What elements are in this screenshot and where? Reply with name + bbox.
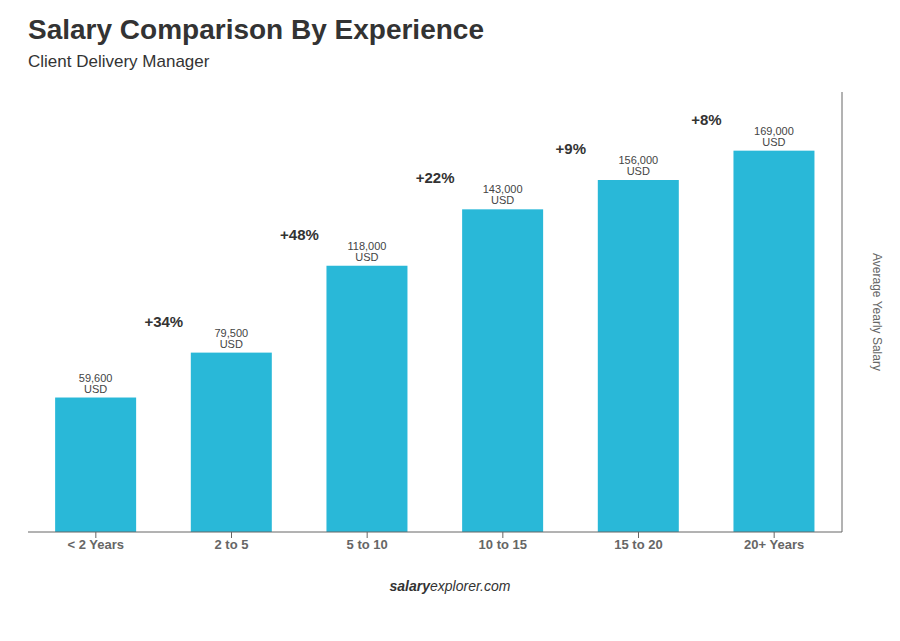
svg-text:156,000USD: 156,000USD bbox=[618, 154, 658, 177]
svg-text:10 to 15: 10 to 15 bbox=[479, 537, 527, 552]
svg-text:143,000USD: 143,000USD bbox=[483, 183, 523, 206]
svg-text:59,600USD: 59,600USD bbox=[79, 372, 113, 395]
html-text:Client Delivery Manager: Client Delivery Manager bbox=[28, 52, 210, 71]
svg-text:118,000USD: 118,000USD bbox=[347, 240, 386, 263]
svg-text:+22%: +22% bbox=[416, 169, 455, 186]
svg-text:15 to 20: 15 to 20 bbox=[614, 537, 662, 552]
svg-text:5 to 10: 5 to 10 bbox=[347, 537, 388, 552]
svg-text:79,500USD: 79,500USD bbox=[214, 327, 248, 350]
svg-text:+48%: +48% bbox=[280, 226, 319, 243]
svg-text:20+ Years: 20+ Years bbox=[744, 537, 804, 552]
html-text:salary explorer.com: salary explorer.com bbox=[389, 578, 511, 594]
svg-text:< 2 Years: < 2 Years bbox=[68, 537, 125, 552]
svg-text:+8%: +8% bbox=[691, 111, 721, 128]
svg-text:+34%: +34% bbox=[144, 313, 183, 330]
svg-text:169,000USD: 169,000USD bbox=[754, 125, 794, 148]
svg-text:+9%: +9% bbox=[556, 140, 586, 157]
svg-text:2 to 5: 2 to 5 bbox=[215, 537, 249, 552]
svg-text:Average Yearly Salary: Average Yearly Salary bbox=[870, 253, 884, 371]
html-text:Salary Comparison By Experienc: Salary Comparison By Experience bbox=[28, 14, 484, 45]
